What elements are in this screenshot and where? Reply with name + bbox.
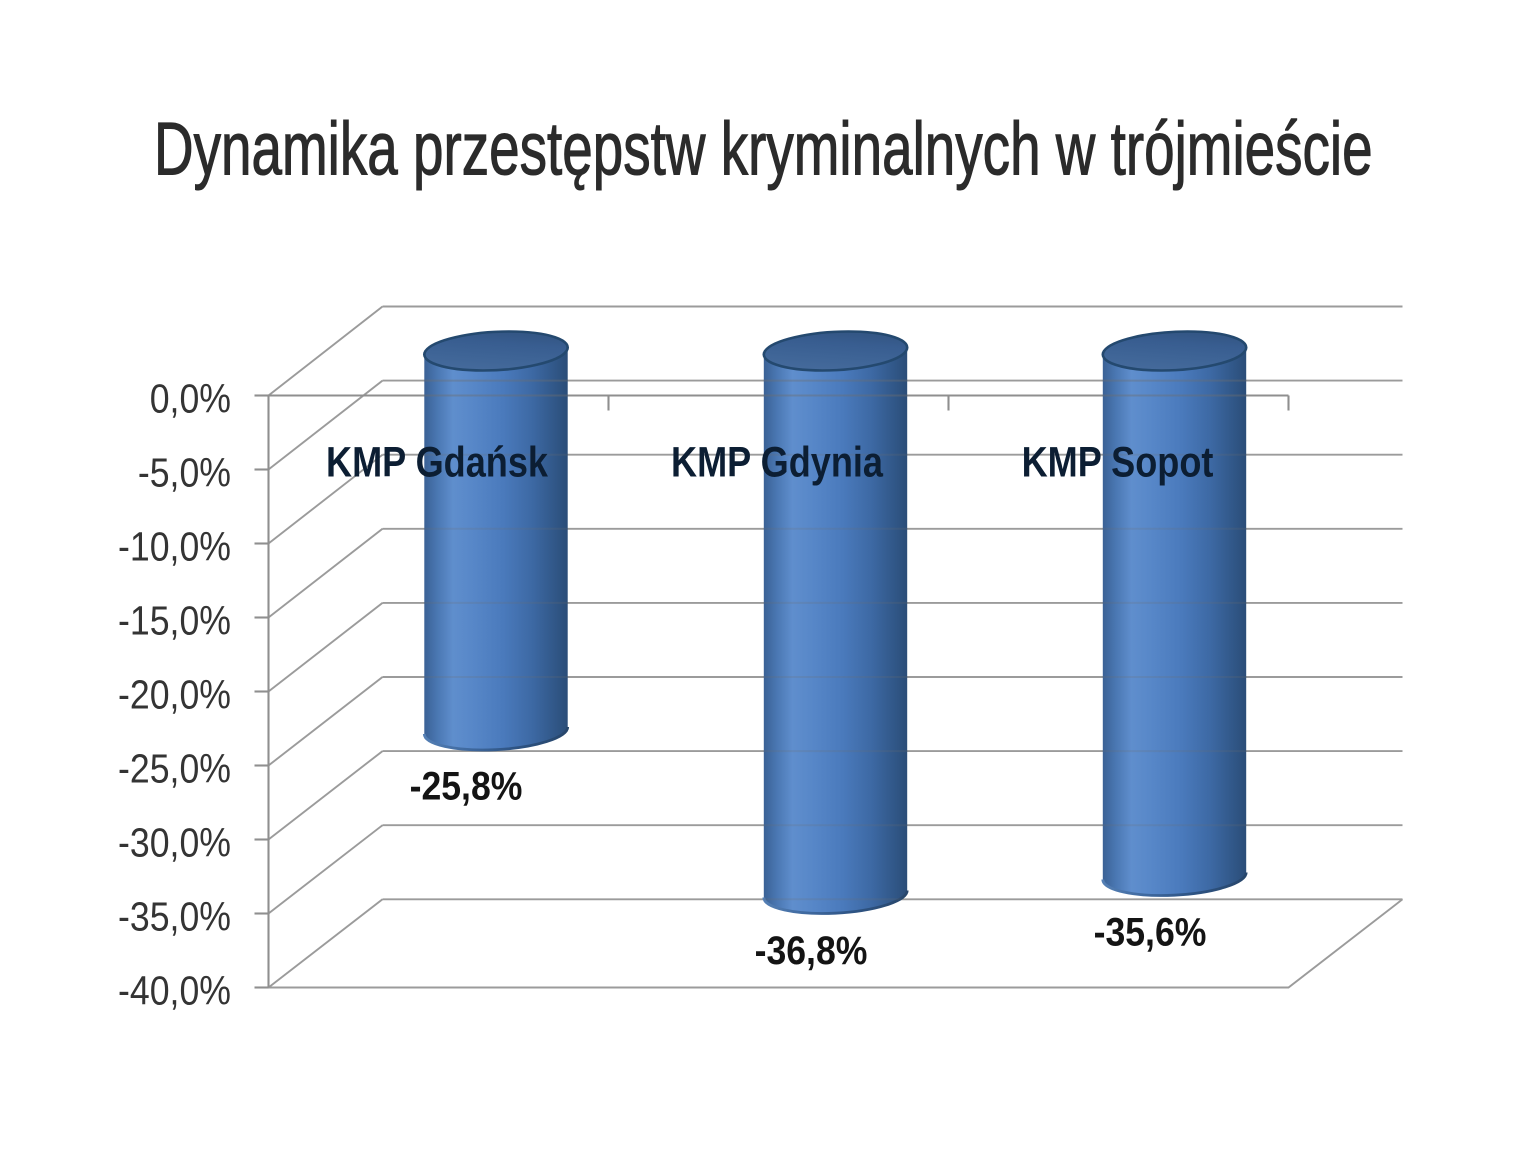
svg-text:-25,8%: -25,8% — [410, 765, 523, 809]
svg-text:-5,0%: -5,0% — [138, 450, 231, 496]
svg-text:-10,0%: -10,0% — [118, 524, 231, 570]
svg-text:-25,0%: -25,0% — [118, 746, 231, 792]
svg-text:-35,0%: -35,0% — [118, 894, 231, 940]
svg-text:-40,0%: -40,0% — [118, 968, 231, 1014]
svg-text:0,0%: 0,0% — [150, 376, 231, 422]
svg-text:-20,0%: -20,0% — [118, 672, 231, 718]
svg-text:-15,0%: -15,0% — [118, 598, 231, 644]
svg-text:-35,6%: -35,6% — [1094, 911, 1207, 955]
svg-text:KMP Gdańsk: KMP Gdańsk — [326, 439, 549, 487]
svg-text:KMP Gdynia: KMP Gdynia — [671, 439, 884, 487]
svg-text:-30,0%: -30,0% — [118, 820, 231, 866]
svg-text:-36,8%: -36,8% — [755, 929, 868, 973]
svg-text:Dynamika przestępstw kryminaln: Dynamika przestępstw kryminalnych w trój… — [154, 107, 1373, 190]
svg-text:KMP Sopot: KMP Sopot — [1022, 439, 1214, 487]
